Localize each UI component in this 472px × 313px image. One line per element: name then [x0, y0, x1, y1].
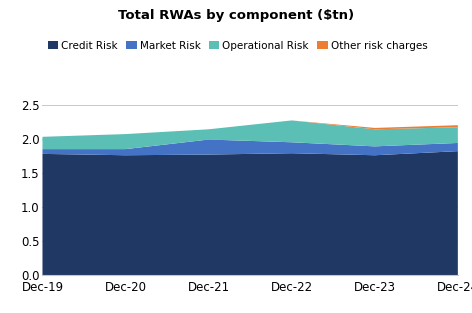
Legend: Credit Risk, Market Risk, Operational Risk, Other risk charges: Credit Risk, Market Risk, Operational Ri… [43, 37, 432, 55]
Text: Total RWAs by component ($tn): Total RWAs by component ($tn) [118, 9, 354, 23]
